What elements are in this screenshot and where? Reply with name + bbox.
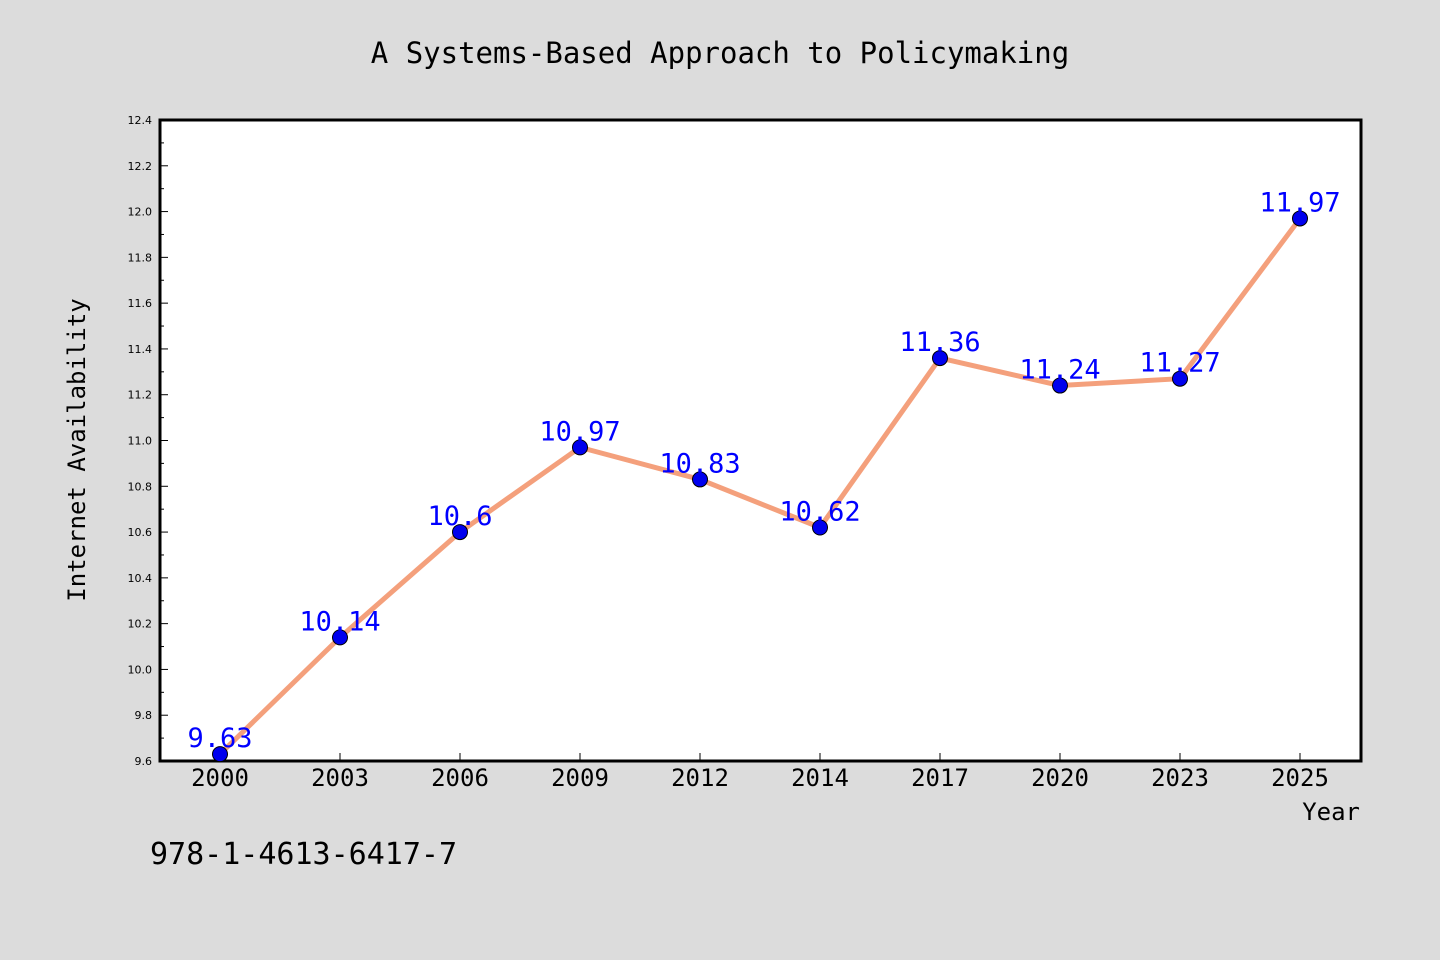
x-tick-label: 2009 <box>551 764 609 792</box>
plot-area <box>158 118 1363 763</box>
y-tick-label: 11.2 <box>128 389 153 402</box>
x-tick-label: 2003 <box>311 764 369 792</box>
data-point <box>572 439 588 456</box>
data-labels: 9.63 10.14 10.6 10.97 10.83 10.62 11.36 11.24 11… <box>187 187 1340 754</box>
data-label: 9.63 <box>187 723 252 754</box>
x-tick-label: 2020 <box>1031 764 1089 792</box>
data-label: 11.24 <box>1019 355 1100 386</box>
data-point <box>812 519 828 536</box>
data-label: 10.83 <box>659 448 740 479</box>
x-tick-label: 2000 <box>191 764 249 792</box>
data-label: 11.36 <box>899 327 980 358</box>
data-label: 10.62 <box>779 496 860 527</box>
data-point <box>212 746 228 763</box>
data-point <box>1052 377 1068 394</box>
y-tick-label: 10.0 <box>128 663 153 676</box>
data-point <box>332 629 348 646</box>
x-tick-label: 2025 <box>1271 764 1329 792</box>
y-tick-label: 11.4 <box>128 343 153 356</box>
y-axis-label: Internet Availability <box>63 298 91 601</box>
x-axis-label: Year <box>1302 798 1360 826</box>
y-axis: 9.6 9.8 10.0 10.2 10.4 10.6 10.8 11.0 11.2 11.4 11… <box>128 114 168 768</box>
y-tick-label: 11.0 <box>128 435 153 448</box>
x-tick-label: 2014 <box>791 764 849 792</box>
x-axis: 2000 2003 2006 2009 2012 2014 2017 2020 2023 2025 <box>191 753 1329 792</box>
y-tick-label: 12.4 <box>128 114 153 127</box>
data-label: 11.27 <box>1139 348 1220 379</box>
y-tick-label: 10.6 <box>128 526 153 539</box>
series-markers <box>212 210 1308 763</box>
y-tick-label: 10.8 <box>128 480 153 493</box>
x-tick-label: 2006 <box>431 764 489 792</box>
data-point <box>1292 210 1308 227</box>
data-point <box>452 524 468 541</box>
y-tick-label: 9.8 <box>135 709 153 722</box>
y-tick-label: 10.2 <box>128 618 153 631</box>
chart-title: A Systems-Based Approach to Policymaking <box>371 36 1069 70</box>
footer-code: 978-1-4613-6417-7 <box>150 837 457 872</box>
y-tick-label: 11.6 <box>128 297 153 310</box>
data-point <box>1172 370 1188 387</box>
y-tick-label: 12.2 <box>128 160 153 173</box>
data-label: 10.6 <box>427 501 492 532</box>
x-tick-label: 2023 <box>1151 764 1209 792</box>
data-label: 11.97 <box>1259 187 1340 218</box>
y-tick-label: 11.8 <box>128 251 153 264</box>
data-label: 10.14 <box>299 606 380 637</box>
data-point <box>932 350 948 367</box>
data-point <box>692 471 708 488</box>
x-tick-label: 2012 <box>671 764 729 792</box>
x-tick-label: 2017 <box>911 764 969 792</box>
y-tick-label: 12.0 <box>128 206 153 219</box>
data-label: 10.97 <box>539 416 620 447</box>
y-tick-label: 10.4 <box>128 572 153 585</box>
series-line <box>217 215 1303 757</box>
y-tick-label: 9.6 <box>135 755 153 768</box>
